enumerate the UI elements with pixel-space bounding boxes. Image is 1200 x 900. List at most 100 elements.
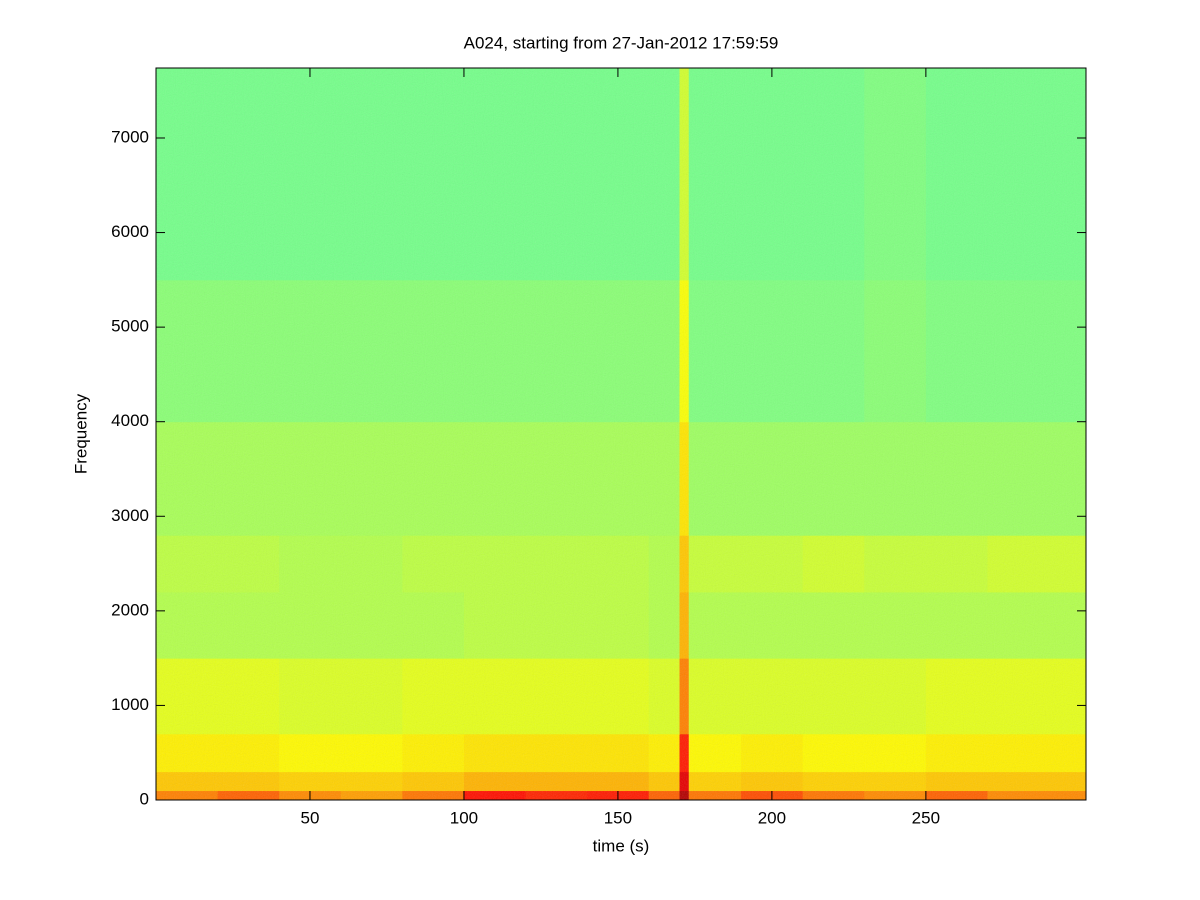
cell [925, 68, 988, 281]
cell [987, 771, 1087, 792]
cell [587, 733, 650, 773]
cell [802, 421, 865, 536]
cell [217, 591, 280, 659]
cell [688, 279, 742, 423]
cell [802, 790, 865, 801]
cell [463, 535, 527, 593]
plot-frame [155, 67, 1087, 801]
cell [648, 279, 681, 423]
cell [340, 535, 403, 593]
cell [802, 658, 865, 735]
cell [525, 279, 588, 423]
cell [864, 68, 927, 281]
cell [279, 535, 342, 593]
y-tick-label: 2000 [111, 600, 149, 619]
cell [279, 771, 342, 792]
cell [688, 771, 742, 792]
x-tick-label: 200 [758, 808, 786, 827]
cell [525, 68, 588, 281]
cell [525, 790, 588, 801]
cell [402, 591, 465, 659]
cell [587, 535, 650, 593]
cell [463, 279, 527, 423]
cell [987, 68, 1087, 281]
cell [525, 535, 588, 593]
cell [679, 790, 690, 801]
cell [587, 658, 650, 735]
cell [340, 733, 403, 773]
cell [741, 279, 804, 423]
cell [648, 658, 681, 735]
cell [217, 535, 280, 593]
cell [864, 790, 927, 801]
cell [741, 733, 804, 773]
cell [864, 733, 927, 773]
cell [987, 790, 1087, 801]
cell [402, 733, 465, 773]
cell [156, 68, 219, 281]
cell [279, 421, 342, 536]
y-tick-label: 5000 [111, 317, 149, 336]
cell [156, 771, 219, 792]
cell [587, 68, 650, 281]
cell [741, 68, 804, 281]
cell [679, 535, 690, 593]
cell [925, 733, 988, 773]
cell [987, 591, 1087, 659]
cell [156, 733, 219, 773]
cell [217, 790, 280, 801]
y-tick-label: 0 [140, 789, 149, 808]
cell [279, 733, 342, 773]
cell [741, 771, 804, 792]
cell [463, 790, 527, 801]
cell [525, 591, 588, 659]
y-tick-label: 1000 [111, 695, 149, 714]
cell [525, 658, 588, 735]
cell [402, 535, 465, 593]
x-tick-label: 50 [301, 808, 320, 827]
cell [279, 591, 342, 659]
cell [925, 279, 988, 423]
cell [340, 771, 403, 792]
cell [688, 733, 742, 773]
cell [156, 658, 219, 735]
cell [925, 790, 988, 801]
cell [217, 771, 280, 792]
cell [648, 421, 681, 536]
cell [741, 658, 804, 735]
cell [741, 591, 804, 659]
cell [463, 771, 527, 792]
cell [525, 771, 588, 792]
cell [925, 421, 988, 536]
cell [802, 535, 865, 593]
cell [864, 771, 927, 792]
cell [463, 421, 527, 536]
cell [217, 421, 280, 536]
cell [463, 68, 527, 281]
cell [679, 68, 690, 281]
cell [648, 591, 681, 659]
x-axis-label: time (s) [593, 836, 650, 855]
y-tick-label: 4000 [111, 411, 149, 430]
cell [688, 535, 742, 593]
cell [679, 591, 690, 659]
cell [802, 771, 865, 792]
cell [340, 421, 403, 536]
cell [802, 733, 865, 773]
x-tick-label: 150 [604, 808, 632, 827]
cell [587, 591, 650, 659]
cell [925, 535, 988, 593]
cell [156, 790, 219, 801]
cell [217, 658, 280, 735]
cell [925, 591, 988, 659]
cell [217, 279, 280, 423]
y-axis-label: Frequency [71, 393, 90, 474]
cell [688, 68, 742, 281]
cell [402, 790, 465, 801]
cell [279, 279, 342, 423]
cell [340, 658, 403, 735]
cell [864, 591, 927, 659]
y-tick-label: 6000 [111, 222, 149, 241]
cell [987, 733, 1087, 773]
cell [463, 658, 527, 735]
